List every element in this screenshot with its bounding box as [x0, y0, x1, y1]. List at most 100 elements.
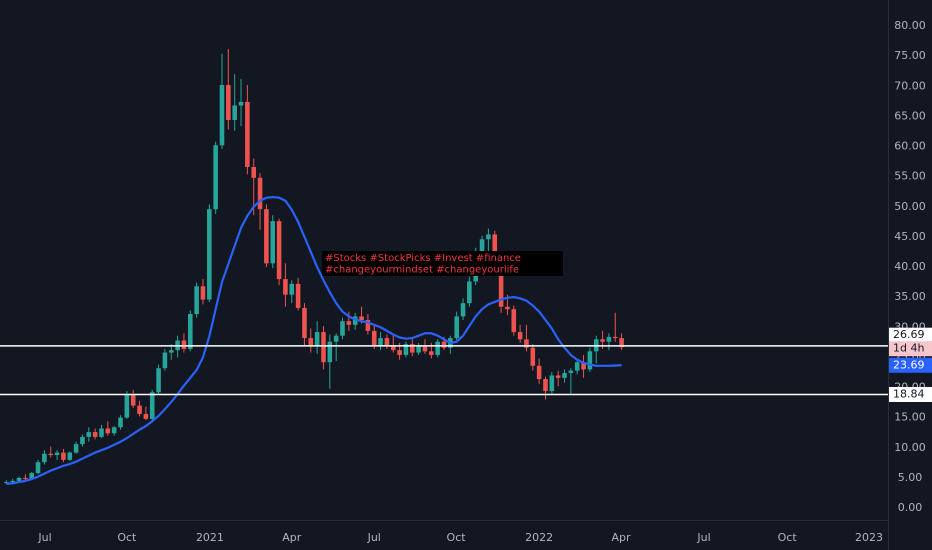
- candle-body: [156, 368, 161, 393]
- candle-body: [289, 283, 295, 295]
- candle-body: [429, 351, 434, 355]
- y-tick-label: 10.00: [894, 441, 926, 454]
- candle-body: [137, 405, 142, 415]
- candle-body: [162, 352, 168, 369]
- candle-body: [276, 221, 282, 280]
- x-tick-label: Oct: [117, 531, 137, 544]
- annotation-text: #Stocks #StockPicks #Invest #finance: [325, 253, 521, 264]
- candle-body: [619, 338, 624, 348]
- candle-body: [295, 283, 301, 308]
- candle-body: [4, 482, 9, 484]
- candle-body: [16, 477, 22, 481]
- candle-body: [270, 221, 276, 264]
- candle-body: [219, 85, 225, 146]
- countdown-tag-bg: [889, 341, 932, 357]
- candle-body: [517, 332, 523, 340]
- candle-body: [283, 279, 288, 295]
- candle-body: [390, 345, 396, 351]
- x-tick-label: Apr: [282, 531, 302, 544]
- candle-body: [61, 452, 66, 460]
- candle-body: [600, 339, 605, 342]
- candle-body: [346, 321, 352, 325]
- countdown-tag: 1d 4h: [893, 342, 924, 355]
- candle-body: [543, 379, 548, 392]
- candle-body: [92, 432, 98, 437]
- candle-body: [130, 394, 136, 406]
- candle-body: [454, 316, 459, 339]
- candle-body: [54, 452, 60, 455]
- x-tick-label: Apr: [611, 531, 631, 544]
- candle-body: [562, 373, 567, 378]
- x-tick-label: 2022: [525, 531, 553, 544]
- candle-body: [105, 428, 111, 434]
- candle-body: [73, 444, 79, 453]
- candle-body: [530, 347, 536, 366]
- candle-body: [10, 480, 15, 483]
- y-tick-label: 70.00: [894, 79, 926, 92]
- candle-body: [410, 344, 415, 353]
- candle-body: [441, 341, 447, 348]
- candle-body: [365, 320, 371, 331]
- candle-body: [181, 340, 187, 349]
- horizontal-line-tag: 18.84: [893, 387, 925, 400]
- candle-body: [371, 330, 377, 347]
- annotation-box: [322, 251, 563, 276]
- candle-body: [23, 477, 28, 480]
- candle-body: [111, 427, 117, 434]
- candle-body: [168, 350, 174, 353]
- candle-body: [384, 338, 390, 346]
- y-tick-label: 40.00: [894, 260, 926, 273]
- candle-body: [124, 394, 130, 418]
- horizontal-line-tag-bg: [889, 386, 932, 402]
- candle-body: [143, 414, 149, 419]
- candle-body: [416, 346, 421, 353]
- y-tick-label: 5.00: [898, 471, 923, 484]
- candle-body: [505, 306, 510, 310]
- candle-body: [612, 336, 618, 339]
- moving-average-tag-bg: [889, 357, 932, 373]
- candle-body: [264, 209, 269, 264]
- candle-body: [467, 281, 472, 304]
- y-tick-label: 55.00: [894, 170, 926, 183]
- candle-body: [359, 316, 364, 321]
- candle-body: [321, 332, 326, 363]
- candle-body: [403, 344, 409, 355]
- candle-body: [194, 286, 199, 314]
- candle-body: [42, 453, 47, 463]
- candle-body: [302, 307, 307, 339]
- x-tick-label: Oct: [447, 531, 467, 544]
- y-tick-label: 15.00: [894, 411, 926, 424]
- candle-body: [498, 269, 504, 307]
- candle-body: [80, 436, 85, 445]
- candle-body: [314, 332, 320, 346]
- candle-body: [226, 85, 231, 120]
- candle-body: [606, 336, 612, 342]
- y-tick-label: 35.00: [894, 290, 926, 303]
- candle-body: [435, 341, 440, 355]
- candle-body: [581, 362, 586, 370]
- candle-body: [67, 452, 73, 460]
- candle-body: [149, 392, 155, 419]
- candle-body: [378, 338, 383, 347]
- x-tick-label: Oct: [778, 531, 798, 544]
- candle-body: [422, 346, 428, 352]
- candle-body: [511, 309, 517, 333]
- candle-body: [118, 417, 123, 428]
- candle-body: [200, 286, 206, 300]
- candle-body: [574, 362, 580, 371]
- candle-body: [48, 453, 54, 455]
- candle-body: [460, 303, 466, 317]
- candle-body: [232, 105, 237, 120]
- annotation-text: #changeyourmindset #changeyourlife: [325, 265, 519, 276]
- candle-body: [245, 101, 250, 167]
- y-tick-label: 80.00: [894, 19, 926, 32]
- y-tick-label: 50.00: [894, 200, 926, 213]
- candle-body: [99, 428, 104, 437]
- candle-body: [587, 351, 593, 370]
- x-tick-label: Jul: [696, 531, 710, 544]
- candle-body: [213, 145, 218, 210]
- y-tick-label: 65.00: [894, 109, 926, 122]
- candle-body: [340, 321, 345, 336]
- candle-body: [352, 316, 358, 325]
